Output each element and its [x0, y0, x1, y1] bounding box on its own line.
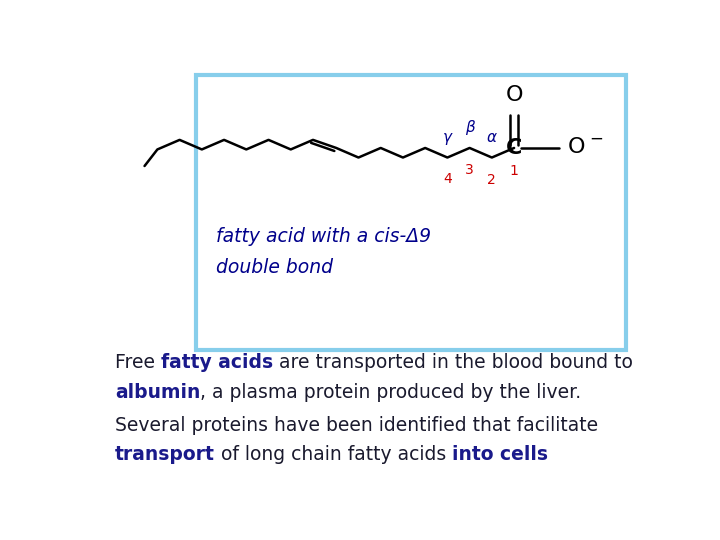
Text: γ: γ: [443, 130, 452, 145]
Bar: [196, 75, 626, 349]
Text: transport: transport: [115, 445, 215, 464]
Text: 1: 1: [510, 164, 518, 178]
Text: of long chain fatty acids: of long chain fatty acids: [215, 445, 452, 464]
Text: O: O: [505, 85, 523, 105]
Text: double bond: double bond: [215, 258, 333, 277]
Text: albumin: albumin: [115, 383, 200, 402]
Text: C: C: [506, 138, 522, 158]
Text: 3: 3: [465, 163, 474, 177]
Text: fatty acids: fatty acids: [161, 354, 273, 373]
Text: 4: 4: [443, 172, 451, 186]
Text: O: O: [568, 137, 585, 157]
Text: β: β: [464, 120, 474, 136]
Text: Free: Free: [115, 354, 161, 373]
Text: fatty acid with a cis-Δ9: fatty acid with a cis-Δ9: [215, 227, 431, 246]
Text: are transported in the blood bound to: are transported in the blood bound to: [273, 354, 633, 373]
Text: −: −: [590, 130, 603, 148]
Text: Several proteins have been identified that facilitate: Several proteins have been identified th…: [115, 416, 598, 435]
Text: into cells: into cells: [452, 445, 548, 464]
Text: , a plasma protein produced by the liver.: , a plasma protein produced by the liver…: [200, 383, 582, 402]
Text: α: α: [487, 130, 497, 145]
Text: 2: 2: [487, 173, 496, 187]
